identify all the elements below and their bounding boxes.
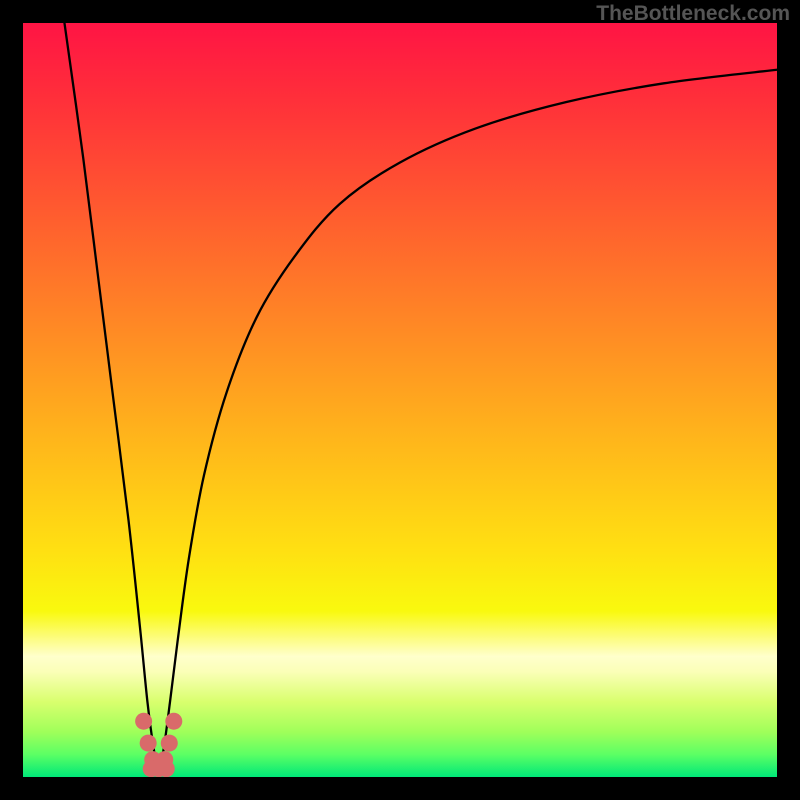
curve-marker xyxy=(158,760,175,777)
curve-marker xyxy=(135,713,152,730)
curve-marker xyxy=(143,760,160,777)
chart-container: TheBottleneck.com xyxy=(0,0,800,800)
curve-marker xyxy=(140,735,157,752)
bottleneck-chart xyxy=(0,0,800,800)
curve-marker xyxy=(165,713,182,730)
curve-marker xyxy=(161,735,178,752)
watermark-text: TheBottleneck.com xyxy=(596,2,790,26)
